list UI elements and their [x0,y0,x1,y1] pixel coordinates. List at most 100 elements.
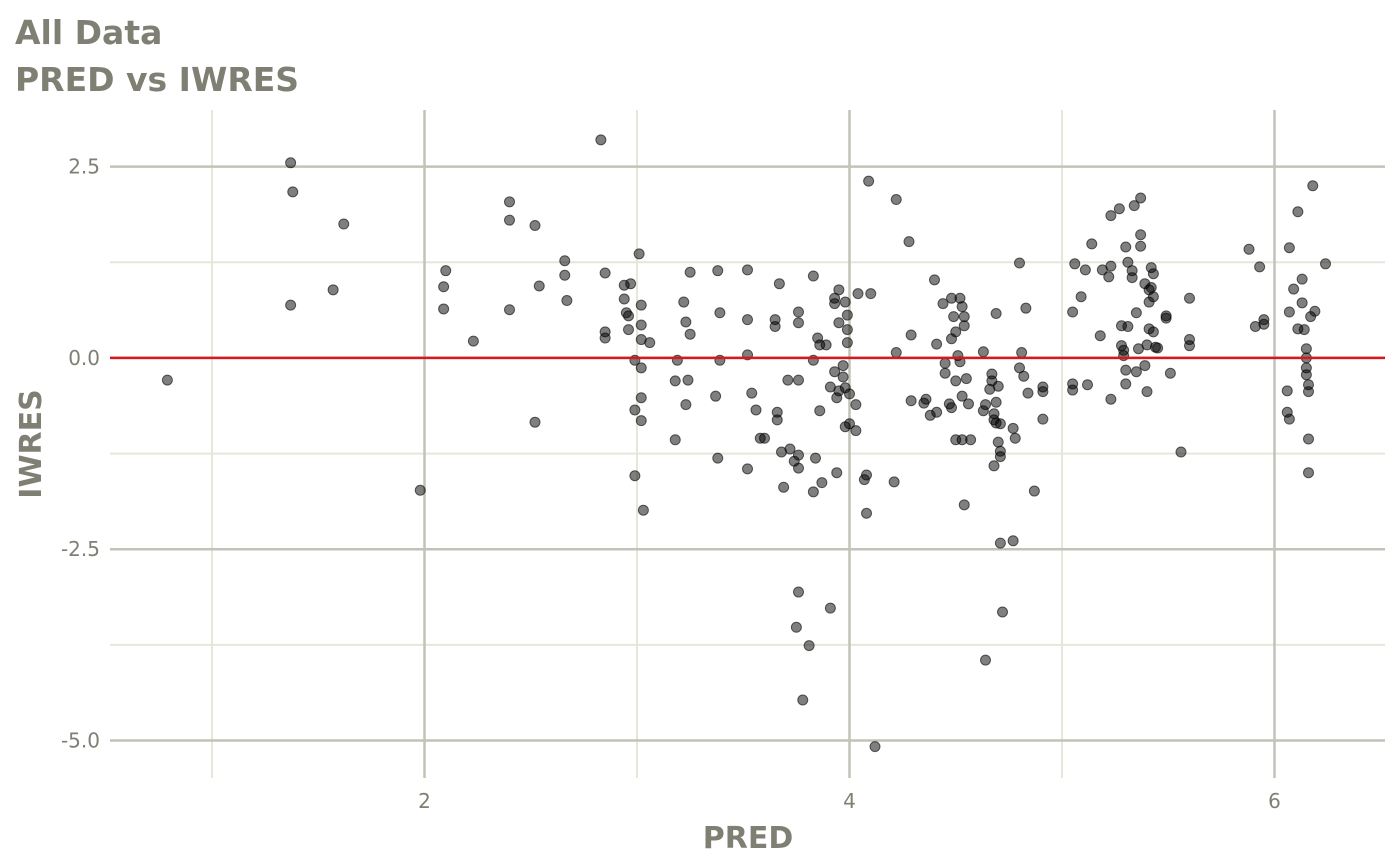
point [1067,378,1079,390]
point [1105,393,1117,405]
point [1113,203,1125,215]
point [1018,370,1030,382]
point [992,380,1004,392]
point [793,449,804,461]
y-tick-label: -5.0 [61,729,100,753]
point [1069,258,1081,270]
point [1147,326,1159,338]
point [773,278,785,290]
point [1135,229,1147,241]
point [1164,367,1176,379]
point [994,451,1006,463]
point [790,621,802,633]
point [1303,386,1314,398]
point [1014,257,1025,269]
point [414,484,426,496]
point [1298,324,1310,336]
point [1283,413,1295,425]
point [980,399,991,411]
point [939,357,951,369]
point [623,310,634,322]
point [1105,260,1117,272]
point [784,443,796,455]
point [956,390,968,402]
point [1135,240,1147,252]
point [684,328,696,340]
point [833,284,845,296]
point [994,418,1006,430]
point [759,432,770,444]
point [161,374,173,386]
point [504,214,515,226]
point [1130,307,1142,319]
point [595,134,607,146]
point [285,157,297,169]
point [939,367,951,379]
point [937,298,949,310]
point [990,396,1002,408]
point [988,460,1000,472]
point [850,425,862,437]
point [1303,433,1314,445]
point [504,196,515,208]
point [905,395,917,407]
y-tick-label: 0.0 [68,346,100,370]
point [1243,243,1255,255]
point [793,374,804,386]
point [793,586,804,598]
point [1135,192,1147,204]
point [529,220,541,232]
x-tick-label: 6 [1268,789,1281,813]
point [680,399,692,411]
point [905,329,917,341]
point [504,304,515,316]
point [338,218,350,230]
point [742,264,753,276]
point [1022,387,1034,399]
point [965,434,977,446]
point [980,654,991,666]
point [1094,330,1106,342]
point [1175,446,1187,458]
point [833,317,845,329]
point [1103,271,1115,283]
point [623,324,634,336]
point [1141,386,1153,398]
point [837,360,849,372]
point [750,404,762,416]
point [1037,413,1049,425]
point [994,537,1006,549]
point [1288,283,1300,295]
point [903,236,915,248]
point [327,284,339,296]
point [931,338,943,350]
point [863,175,875,187]
point [629,470,641,482]
point [793,317,804,329]
point [559,269,571,281]
point [844,388,855,400]
point [742,463,753,475]
point [890,347,902,359]
point [1082,379,1093,391]
point [561,295,573,307]
point [1258,318,1270,330]
point [1139,360,1151,372]
point [931,406,943,418]
y-axis-label: IWRES [14,389,49,498]
point [1147,291,1159,303]
point [990,308,1002,320]
point [714,307,726,319]
point [1281,385,1293,397]
point [771,414,783,426]
point [888,476,900,488]
point [635,362,647,374]
point [1016,347,1028,359]
point [807,486,819,498]
point [769,321,781,333]
point [629,404,641,416]
point [890,194,902,206]
point [644,337,656,349]
point [1067,306,1079,318]
point [778,481,790,493]
